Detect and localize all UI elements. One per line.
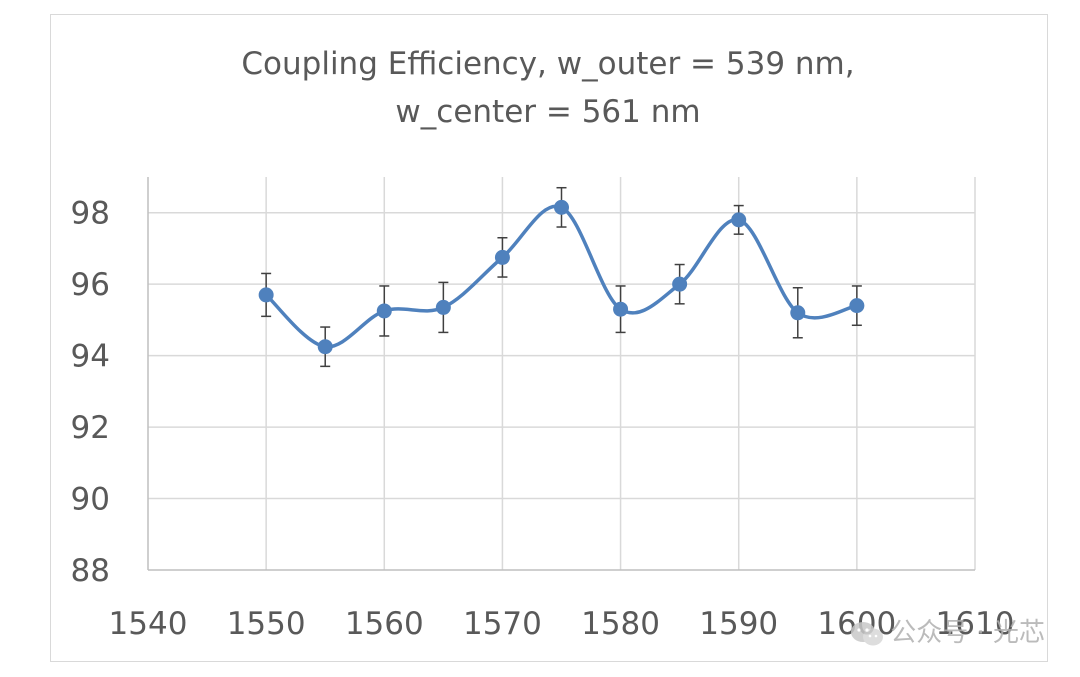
series bbox=[258, 186, 865, 368]
watermark-text: 公众号 · 光芯 bbox=[890, 618, 1045, 648]
x-tick-label: 1610 bbox=[936, 606, 1015, 642]
data-point bbox=[849, 298, 865, 314]
chart-area bbox=[50, 14, 1048, 662]
y-tick-label: 88 bbox=[71, 553, 110, 589]
x-tick-label: 1580 bbox=[581, 606, 660, 642]
data-point bbox=[613, 301, 629, 317]
x-tick-label: 1590 bbox=[699, 606, 778, 642]
y-axis-tick-labels: 88 90 92 94 96 98 bbox=[71, 196, 110, 589]
x-tick-label: 1540 bbox=[109, 606, 188, 642]
chart-title: Coupling Efficiency, w_outer = 539 nm, w… bbox=[241, 46, 854, 130]
wechat-icon bbox=[851, 621, 884, 645]
data-point bbox=[731, 212, 747, 228]
data-point bbox=[317, 339, 333, 355]
x-tick-label: 1550 bbox=[227, 606, 306, 642]
y-tick-label: 98 bbox=[71, 196, 110, 232]
data-point bbox=[494, 249, 510, 265]
chart-title-line-2: w_center = 561 nm bbox=[395, 94, 700, 130]
axes bbox=[147, 177, 975, 571]
y-tick-label: 94 bbox=[71, 339, 110, 375]
x-tick-label: 1560 bbox=[345, 606, 424, 642]
data-point bbox=[376, 303, 392, 319]
gridlines bbox=[148, 177, 976, 570]
y-tick-label: 96 bbox=[71, 267, 110, 303]
data-point bbox=[258, 287, 274, 303]
y-tick-label: 92 bbox=[71, 410, 110, 446]
x-tick-label: 1570 bbox=[463, 606, 542, 642]
series-line bbox=[264, 204, 858, 349]
data-point bbox=[435, 299, 451, 315]
data-point bbox=[790, 305, 806, 321]
data-point bbox=[554, 199, 569, 215]
data-point bbox=[672, 276, 688, 292]
chart-title-line-1: Coupling Efficiency, w_outer = 539 nm, bbox=[241, 46, 854, 82]
watermark: 公众号 · 光芯 bbox=[850, 612, 1045, 649]
y-tick-label: 90 bbox=[71, 482, 110, 518]
